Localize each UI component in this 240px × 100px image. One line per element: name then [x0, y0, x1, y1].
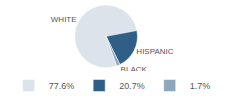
svg-text:20.7%: 20.7%: [119, 81, 145, 91]
svg-text:HISPANIC: HISPANIC: [136, 47, 173, 56]
svg-text:1.7%: 1.7%: [190, 81, 211, 91]
svg-text:BLACK: BLACK: [120, 64, 147, 74]
svg-text:77.6%: 77.6%: [49, 81, 75, 91]
svg-text:WHITE: WHITE: [51, 15, 77, 24]
